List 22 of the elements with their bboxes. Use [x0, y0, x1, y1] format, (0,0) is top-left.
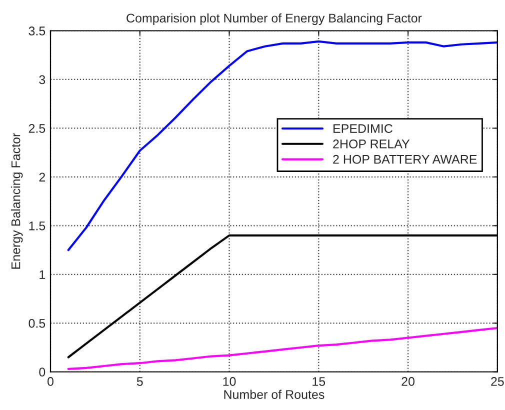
line-series: [67, 326, 498, 370]
x-tick-label: 20: [402, 377, 415, 386]
x-axis-title: Number of Routes: [224, 390, 324, 399]
x-tick-label: 15: [312, 377, 326, 386]
x-tick-label: 25: [491, 377, 504, 386]
line-series: [67, 40, 498, 252]
chart-title: Comparision plot Number of Energy Balancing Factor: [126, 13, 422, 26]
x-tick-label: 0: [48, 377, 54, 386]
x-tick-label: 5: [136, 377, 143, 386]
y-tick-label: 1.5: [29, 222, 46, 230]
y-tick-label: 2: [39, 172, 46, 182]
legend-label: EPEDIMIC: [334, 124, 392, 133]
y-tick-label: 2.5: [28, 124, 46, 133]
y-axis-title: Energy Balancing Factor: [11, 133, 23, 269]
y-tick-label: 0: [39, 368, 46, 377]
x-tick-label: 10: [223, 377, 236, 386]
y-tick-label: 0.5: [28, 318, 46, 328]
legend-label: 2HOP RELAY: [333, 140, 410, 148]
legend-label: 2 HOP BATTERY AWARE: [333, 154, 477, 164]
y-tick-label: 3: [39, 75, 46, 84]
y-tick-label: 1: [40, 270, 46, 279]
y-tick-label: 3.5: [28, 26, 46, 36]
